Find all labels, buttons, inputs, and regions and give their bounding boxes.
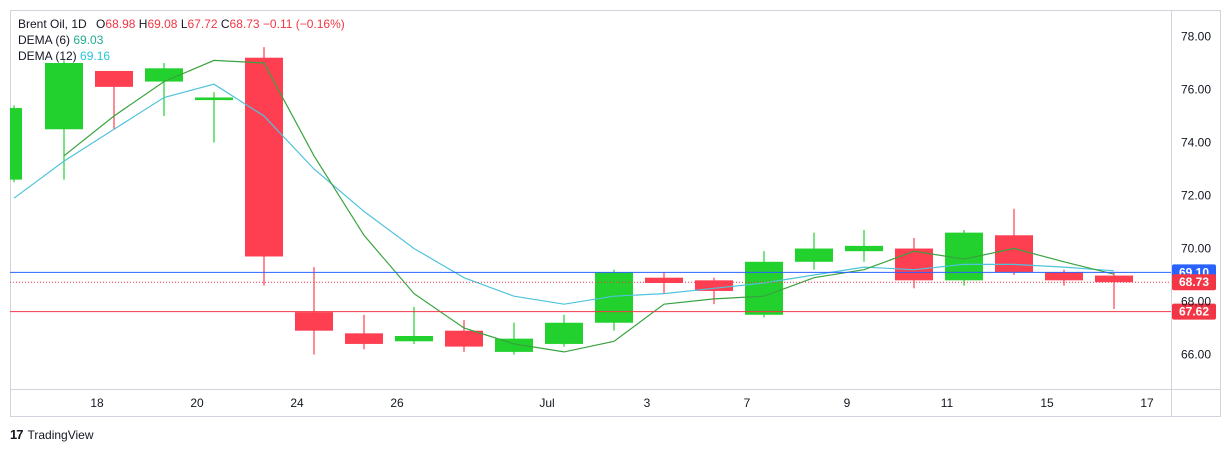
candle-body (45, 63, 83, 130)
candle[interactable] (45, 60, 83, 180)
chart-legend: Brent Oil, 1D O68.98 H69.08 L67.72 C68.7… (18, 16, 345, 64)
time-tick-label: 15 (1040, 396, 1054, 410)
candle[interactable] (195, 92, 233, 143)
time-tick-label: 17 (1140, 396, 1154, 410)
price-label: 67.62 (1172, 303, 1216, 320)
candle-body (595, 272, 633, 323)
candle[interactable] (495, 322, 533, 355)
time-axis: 18 20 24 26 Jul 3 7 9 11 15 17 (90, 396, 1154, 410)
legend-low-label: L (180, 17, 188, 31)
legend-close-label: C (220, 17, 230, 31)
legend-dema12-value: 69.16 (80, 49, 111, 63)
legend-symbol[interactable]: Brent Oil, 1D (18, 17, 87, 31)
legend-open-label: O (96, 17, 106, 31)
candle-body (395, 335, 433, 342)
candle-body (145, 68, 183, 82)
price-label-text: 67.62 (1179, 305, 1209, 319)
legend-dema6-value: 69.03 (73, 33, 104, 47)
price-label-text: 68.73 (1179, 275, 1209, 289)
indicator-lines-layer (13, 59, 1115, 353)
legend-high: 69.08 (147, 17, 178, 31)
candle-body (10, 108, 22, 180)
chart-frame (10, 10, 1221, 417)
candle-body (445, 330, 483, 347)
candle-body (345, 333, 383, 344)
legend-open: 68.98 (105, 17, 136, 31)
candle[interactable] (145, 63, 183, 117)
candle-body (545, 322, 583, 344)
price-tick-label: 70.00 (1181, 242, 1211, 256)
price-label-background (1172, 303, 1216, 320)
candle-body (845, 245, 883, 252)
candle[interactable] (295, 267, 333, 355)
candle[interactable] (95, 70, 133, 130)
candle-body (95, 70, 133, 87)
legend-ohlc-row: Brent Oil, 1D O68.98 H69.08 L67.72 C68.7… (18, 16, 345, 32)
price-axis: 66.00 68.00 70.00 72.00 74.00 76.00 78.00 (1181, 30, 1211, 362)
candle-body (1095, 275, 1133, 283)
legend-low: 67.72 (187, 17, 218, 31)
time-tick-label: 18 (90, 396, 104, 410)
candle[interactable] (245, 47, 283, 286)
candle[interactable] (345, 314, 383, 350)
price-tick-label: 76.00 (1181, 83, 1211, 97)
dema12-line[interactable] (13, 83, 1115, 305)
tradingview-brand-text: TradingView (27, 427, 94, 442)
candle-body (645, 277, 683, 283)
legend-high-label: H (138, 17, 148, 31)
candle-body (495, 338, 533, 352)
time-tick-label: 11 (941, 396, 954, 410)
dema6-line[interactable] (63, 59, 1115, 353)
candle[interactable] (645, 272, 683, 294)
legend-close: 68.73 (229, 17, 260, 31)
price-tick-label: 78.00 (1181, 30, 1211, 44)
time-tick-label: 9 (844, 396, 851, 410)
candles-layer (10, 47, 1133, 355)
candle-body (195, 97, 233, 101)
legend-dema12-label: DEMA (12) (18, 49, 77, 63)
tradingview-logo-icon: 17 (10, 427, 24, 442)
candle-body (295, 312, 333, 331)
candle[interactable] (1095, 272, 1133, 309)
candle-body (995, 235, 1033, 273)
price-tick-label: 66.00 (1181, 348, 1211, 362)
candle[interactable] (10, 105, 22, 183)
candle[interactable] (595, 269, 633, 331)
legend-dema6-row[interactable]: DEMA (6) 69.03 (18, 32, 345, 48)
legend-dema6-label: DEMA (6) (18, 33, 71, 47)
legend-dema12-row[interactable]: DEMA (12) 69.16 (18, 48, 345, 64)
candle[interactable] (795, 232, 833, 270)
candle-body (695, 280, 733, 291)
candle-body (745, 261, 783, 315)
candle[interactable] (545, 314, 583, 347)
time-tick-label: 7 (744, 396, 751, 410)
tradingview-branding[interactable]: 17 TradingView (10, 427, 94, 442)
price-tick-label: 68.00 (1181, 295, 1211, 309)
legend-change: −0.11 (−0.16%) (262, 17, 345, 31)
candle-body (895, 248, 933, 281)
time-tick-label: Jul (539, 396, 554, 410)
time-tick-label: 3 (644, 396, 651, 410)
time-tick-label: 20 (190, 396, 204, 410)
candle[interactable] (845, 229, 883, 262)
candle[interactable] (895, 237, 933, 289)
candle-body (795, 248, 833, 262)
candle[interactable] (695, 277, 733, 305)
candle-body (1045, 272, 1083, 281)
price-label: 68.73 (1172, 274, 1216, 291)
time-tick-label: 24 (290, 396, 304, 410)
candle-body (245, 57, 283, 257)
candle[interactable] (445, 320, 483, 352)
price-tick-label: 72.00 (1181, 189, 1211, 203)
candle[interactable] (945, 229, 983, 286)
candle[interactable] (395, 306, 433, 344)
candle[interactable] (745, 251, 783, 318)
price-tick-label: 74.00 (1181, 136, 1211, 150)
time-tick-label: 26 (390, 396, 404, 410)
price-label-background (1172, 274, 1216, 291)
